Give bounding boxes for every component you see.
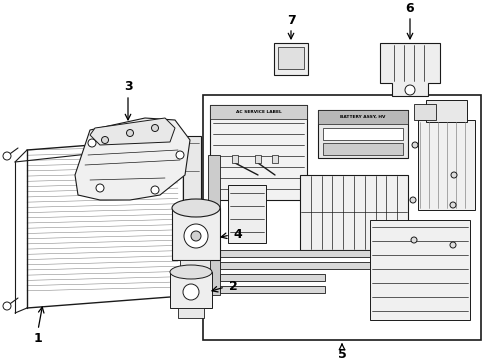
Circle shape — [451, 172, 457, 178]
Text: BATTERY ASSY, HV: BATTERY ASSY, HV — [341, 115, 386, 119]
Circle shape — [3, 302, 11, 310]
Circle shape — [412, 142, 418, 148]
Ellipse shape — [170, 265, 212, 279]
Text: 4: 4 — [234, 229, 243, 242]
Bar — [172, 208, 220, 260]
Circle shape — [191, 231, 201, 241]
Bar — [170, 272, 212, 308]
Text: 7: 7 — [287, 13, 295, 27]
Circle shape — [126, 130, 133, 136]
Bar — [255, 155, 261, 163]
Circle shape — [176, 151, 184, 159]
Circle shape — [151, 186, 159, 194]
Bar — [210, 105, 307, 200]
Bar — [414, 104, 436, 120]
Bar — [323, 128, 403, 140]
Bar — [323, 143, 403, 155]
Circle shape — [3, 152, 11, 160]
Bar — [210, 105, 307, 119]
Bar — [220, 274, 325, 281]
Circle shape — [450, 242, 456, 248]
Circle shape — [183, 284, 199, 300]
Text: 6: 6 — [406, 1, 415, 14]
Text: 3: 3 — [123, 80, 132, 93]
Bar — [220, 250, 398, 257]
Bar — [220, 286, 325, 293]
Text: 2: 2 — [229, 280, 237, 293]
Bar — [274, 43, 308, 75]
Bar — [318, 110, 408, 124]
Bar — [232, 155, 238, 163]
Polygon shape — [380, 43, 440, 96]
Bar — [370, 220, 470, 320]
Bar — [203, 95, 481, 340]
Polygon shape — [75, 118, 190, 200]
Circle shape — [184, 224, 208, 248]
Bar — [220, 262, 398, 269]
Bar — [208, 155, 220, 295]
Ellipse shape — [172, 199, 220, 217]
Circle shape — [96, 184, 104, 192]
Bar — [318, 110, 408, 158]
Bar — [178, 308, 204, 318]
Text: 1: 1 — [34, 332, 42, 345]
Bar — [183, 136, 201, 296]
Circle shape — [405, 85, 415, 95]
Circle shape — [411, 237, 417, 243]
Bar — [188, 274, 202, 284]
Bar — [278, 47, 304, 69]
Bar — [272, 155, 278, 163]
Circle shape — [410, 197, 416, 203]
Circle shape — [450, 202, 456, 208]
Bar — [426, 100, 467, 122]
Bar — [180, 260, 210, 274]
Bar — [418, 120, 475, 210]
Bar — [228, 185, 266, 243]
Text: 5: 5 — [338, 347, 346, 360]
Bar — [300, 175, 408, 250]
Circle shape — [101, 136, 108, 144]
Text: AC SERVICE LABEL: AC SERVICE LABEL — [236, 110, 281, 114]
Circle shape — [151, 126, 159, 134]
Circle shape — [88, 139, 96, 147]
Polygon shape — [90, 118, 175, 145]
Circle shape — [151, 125, 158, 131]
